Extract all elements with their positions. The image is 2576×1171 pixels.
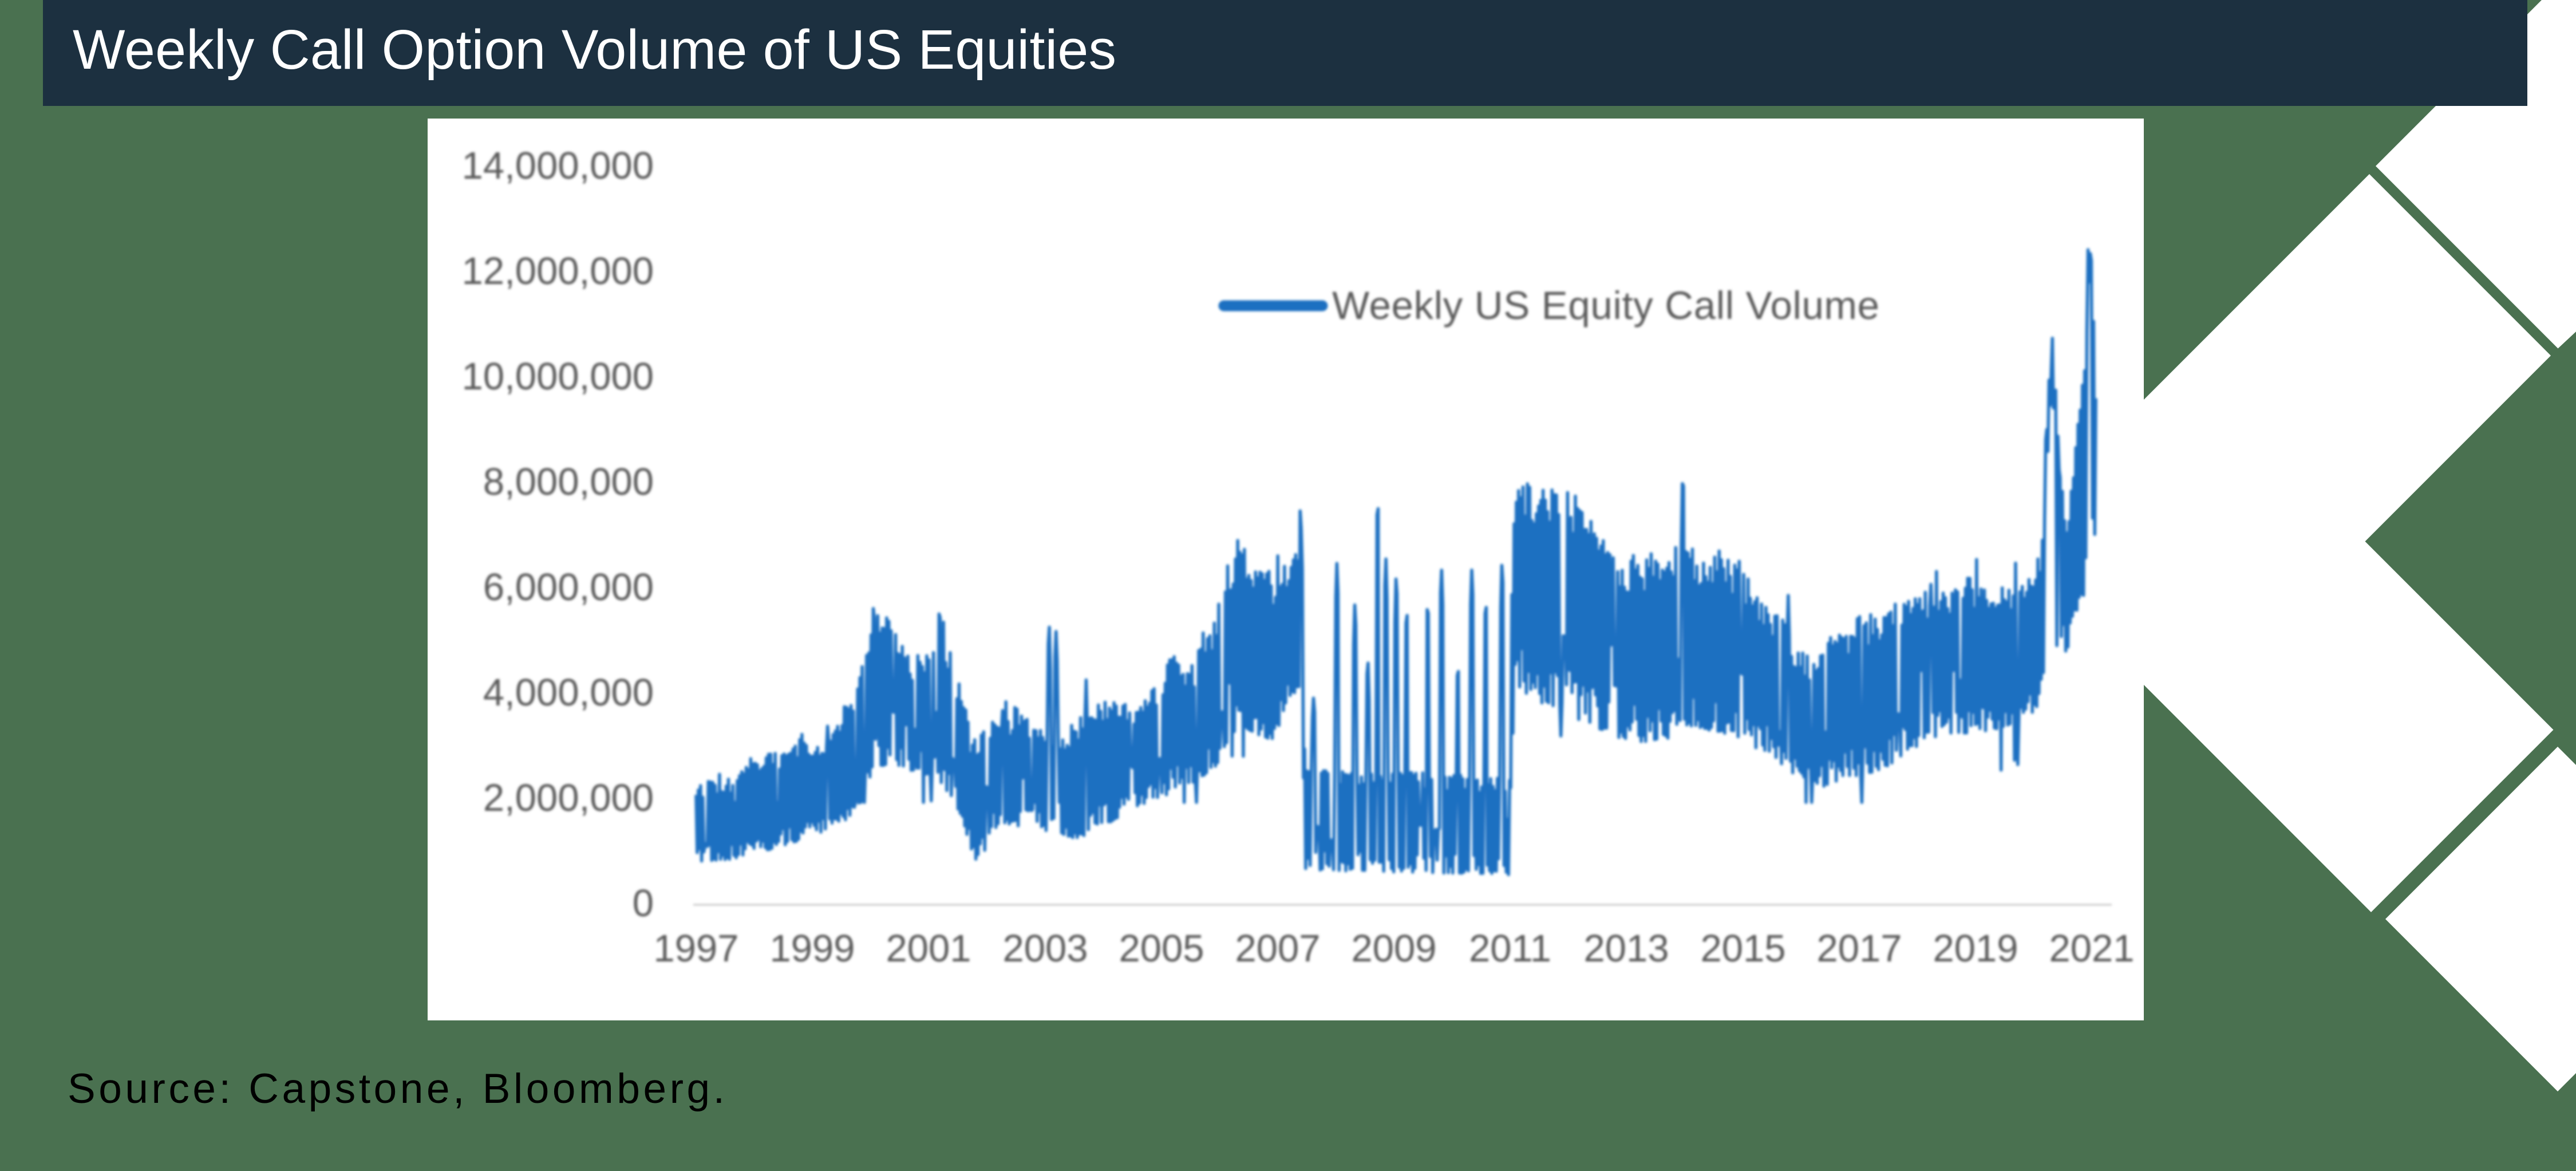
svg-text:2001: 2001 — [886, 927, 971, 970]
svg-text:2019: 2019 — [1933, 927, 2018, 970]
svg-text:2005: 2005 — [1119, 927, 1204, 970]
svg-text:14,000,000: 14,000,000 — [462, 144, 654, 187]
svg-text:2009: 2009 — [1351, 927, 1436, 970]
svg-text:8,000,000: 8,000,000 — [483, 460, 654, 503]
svg-text:6,000,000: 6,000,000 — [483, 566, 654, 609]
svg-text:2007: 2007 — [1235, 927, 1320, 970]
svg-text:2011: 2011 — [1469, 927, 1551, 970]
svg-text:1997: 1997 — [653, 927, 738, 970]
svg-text:2013: 2013 — [1583, 927, 1669, 970]
svg-text:12,000,000: 12,000,000 — [462, 250, 654, 293]
svg-text:2003: 2003 — [1002, 927, 1088, 970]
svg-text:10,000,000: 10,000,000 — [462, 355, 654, 398]
svg-text:2015: 2015 — [1700, 927, 1785, 970]
svg-text:0: 0 — [633, 882, 654, 925]
svg-text:2021: 2021 — [2049, 927, 2134, 970]
svg-text:2,000,000: 2,000,000 — [483, 776, 654, 819]
svg-text:Weekly Call Option Volume of U: Weekly Call Option Volume of US Equities — [73, 18, 1116, 81]
svg-text:1999: 1999 — [769, 927, 855, 970]
svg-text:4,000,000: 4,000,000 — [483, 671, 654, 714]
svg-text:Weekly US Equity Call Volume: Weekly US Equity Call Volume — [1332, 283, 1879, 328]
svg-text:2017: 2017 — [1816, 927, 1902, 970]
